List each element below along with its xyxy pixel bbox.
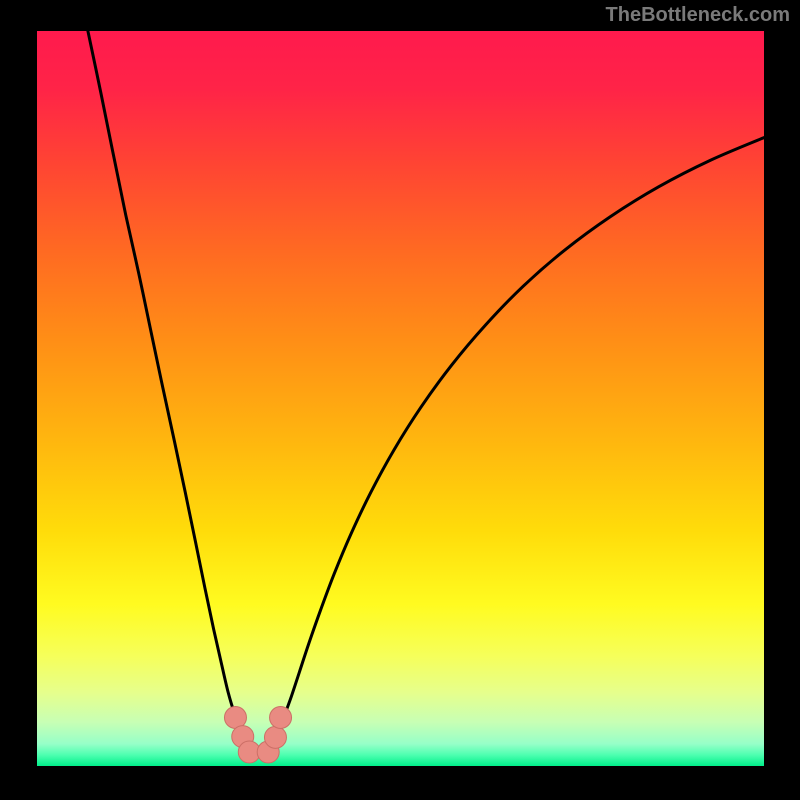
marker-group (224, 706, 291, 763)
marker-dot (270, 706, 292, 728)
plot-area (37, 31, 764, 766)
bottleneck-curve (88, 31, 764, 731)
marker-dot (264, 726, 286, 748)
watermark-text: TheBottleneck.com (606, 4, 790, 27)
chart-container: TheBottleneck.com (0, 0, 800, 800)
curve-layer (37, 31, 764, 766)
